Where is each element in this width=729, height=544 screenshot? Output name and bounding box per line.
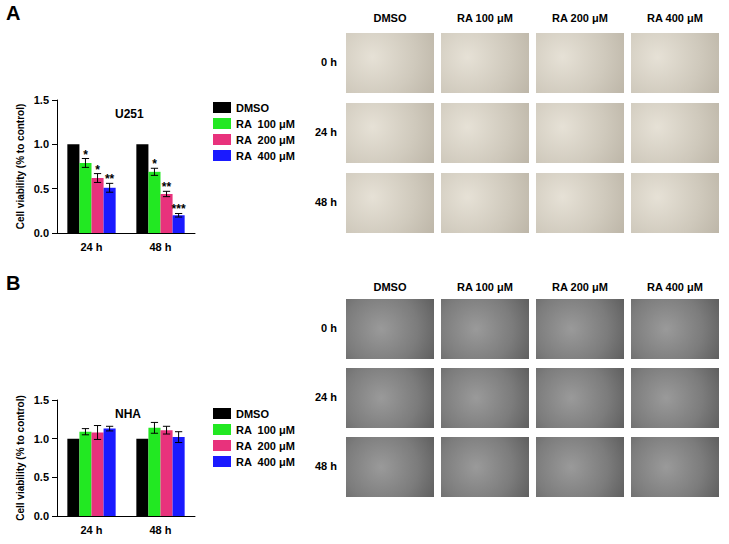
svg-text:**: **: [162, 180, 172, 194]
svg-text:0.5: 0.5: [34, 471, 49, 483]
html-text:RA 200 μM: RA 200 μM: [552, 281, 608, 293]
svg-text:*: *: [95, 163, 100, 177]
html-text:24 h: 24 h: [315, 126, 337, 138]
html-text:DMSO: DMSO: [373, 12, 407, 24]
svg-text:24 h: 24 h: [80, 524, 102, 536]
svg-text:0.5: 0.5: [34, 183, 49, 195]
html-text:0 h: 0 h: [321, 322, 337, 334]
svg-text:1.5: 1.5: [34, 394, 49, 406]
html-text:48 h: 48 h: [315, 196, 337, 208]
html-text:RA 400 μM: RA 400 μM: [647, 281, 703, 293]
svg-text:1.0: 1.0: [34, 138, 49, 150]
html-text:B: B: [6, 272, 21, 294]
svg-text:0.0: 0.0: [34, 510, 49, 522]
svg-text:48 h: 48 h: [149, 524, 171, 536]
svg-text:***: ***: [172, 202, 186, 216]
svg-text:*: *: [152, 157, 157, 171]
html-text:RA 100 μM: RA 100 μM: [457, 12, 513, 24]
svg-text:RA 100 μM: RA 100 μM: [236, 424, 295, 436]
html-text:RA 400 μM: RA 400 μM: [647, 12, 703, 24]
svg-text:Cell viability (% to control): Cell viability (% to control): [15, 395, 26, 521]
svg-text:DMSO: DMSO: [236, 102, 269, 114]
svg-text:*: *: [83, 148, 88, 162]
svg-text:DMSO: DMSO: [236, 408, 269, 420]
svg-text:RA 400 μM: RA 400 μM: [236, 456, 295, 468]
html-text:DMSO: DMSO: [373, 281, 407, 293]
svg-text:RA 400 μM: RA 400 μM: [236, 150, 295, 162]
html-text:48 h: 48 h: [315, 460, 337, 472]
svg-text:Cell viability (% to control): Cell viability (% to control): [15, 104, 26, 230]
html-text:24 h: 24 h: [315, 391, 337, 403]
svg-text:RA 100 μM: RA 100 μM: [236, 118, 295, 130]
svg-text:U251: U251: [115, 107, 144, 121]
html-text:RA 100 μM: RA 100 μM: [457, 281, 513, 293]
svg-text:0.0: 0.0: [34, 227, 49, 239]
svg-text:RA 200 μM: RA 200 μM: [236, 440, 295, 452]
html-text:RA 200 μM: RA 200 μM: [552, 12, 608, 24]
html-text:0 h: 0 h: [321, 56, 337, 68]
svg-text:24 h: 24 h: [80, 241, 102, 253]
svg-text:NHA: NHA: [115, 407, 141, 421]
html-text:A: A: [6, 2, 21, 24]
svg-text:**: **: [105, 172, 115, 186]
svg-text:1.0: 1.0: [34, 433, 49, 445]
svg-text:48 h: 48 h: [149, 241, 171, 253]
svg-text:RA 200 μM: RA 200 μM: [236, 134, 295, 146]
svg-text:1.5: 1.5: [34, 94, 49, 106]
